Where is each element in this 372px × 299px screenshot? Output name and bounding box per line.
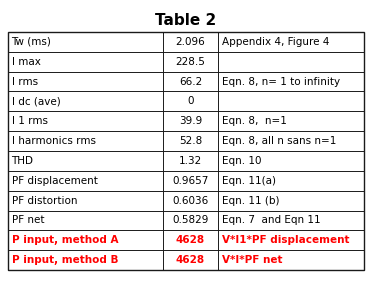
Bar bbox=[8, 32, 364, 270]
Text: 52.8: 52.8 bbox=[179, 136, 202, 146]
Text: 39.9: 39.9 bbox=[179, 116, 202, 126]
Text: Tw (ms): Tw (ms) bbox=[12, 37, 51, 47]
Text: Appendix 4, Figure 4: Appendix 4, Figure 4 bbox=[222, 37, 329, 47]
Text: V*I1*PF displacement: V*I1*PF displacement bbox=[222, 235, 349, 245]
Text: 0.5829: 0.5829 bbox=[172, 215, 209, 225]
Text: P input, method B: P input, method B bbox=[12, 255, 118, 265]
Text: Eqn. 8,  n=1: Eqn. 8, n=1 bbox=[222, 116, 286, 126]
Text: 1.32: 1.32 bbox=[179, 156, 202, 166]
Text: 4628: 4628 bbox=[176, 255, 205, 265]
Text: V*I*PF net: V*I*PF net bbox=[222, 255, 282, 265]
Text: THD: THD bbox=[12, 156, 33, 166]
Text: I max: I max bbox=[12, 57, 41, 67]
Text: Eqn. 7  and Eqn 11: Eqn. 7 and Eqn 11 bbox=[222, 215, 320, 225]
Text: I harmonics rms: I harmonics rms bbox=[12, 136, 96, 146]
Text: 0: 0 bbox=[187, 96, 194, 106]
Text: Eqn. 10: Eqn. 10 bbox=[222, 156, 261, 166]
Text: PF distortion: PF distortion bbox=[12, 196, 77, 206]
Text: Table 2: Table 2 bbox=[155, 13, 217, 28]
Text: 2.096: 2.096 bbox=[176, 37, 205, 47]
Text: 228.5: 228.5 bbox=[176, 57, 205, 67]
Text: I dc (ave): I dc (ave) bbox=[12, 96, 60, 106]
Text: I 1 rms: I 1 rms bbox=[12, 116, 48, 126]
Text: 4628: 4628 bbox=[176, 235, 205, 245]
Text: 66.2: 66.2 bbox=[179, 77, 202, 87]
Text: 0.9657: 0.9657 bbox=[172, 176, 209, 186]
Text: P input, method A: P input, method A bbox=[12, 235, 118, 245]
Text: Eqn. 11(a): Eqn. 11(a) bbox=[222, 176, 276, 186]
Text: 0.6036: 0.6036 bbox=[172, 196, 209, 206]
Text: PF net: PF net bbox=[12, 215, 44, 225]
Text: Eqn. 8, n= 1 to infinity: Eqn. 8, n= 1 to infinity bbox=[222, 77, 340, 87]
Text: Eqn. 8, all n sans n=1: Eqn. 8, all n sans n=1 bbox=[222, 136, 336, 146]
Text: PF displacement: PF displacement bbox=[12, 176, 97, 186]
Text: I rms: I rms bbox=[12, 77, 38, 87]
Text: Eqn. 11 (b): Eqn. 11 (b) bbox=[222, 196, 279, 206]
